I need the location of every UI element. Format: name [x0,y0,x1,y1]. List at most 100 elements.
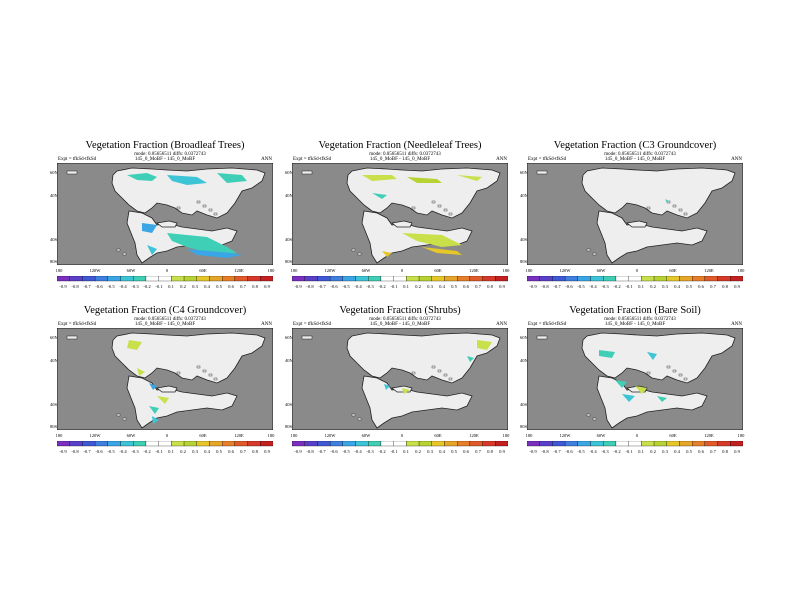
colorbar-tick-label: 0.6 [228,284,234,289]
colorbar-tick-label: -0.4 [354,284,362,289]
lon-label-180e: 180 [267,433,275,438]
colorbar-swatch [329,276,343,282]
colorbar-swatch [539,441,553,447]
colorbar-swatch [603,441,617,447]
lon-label-120e: 120E [704,433,714,438]
lat-label-60n: 60N [50,335,58,340]
colorbar-tick-label: 0.6 [698,449,704,454]
colorbar-swatch [552,276,566,282]
colorbar-swatch [692,276,706,282]
colorbar-tick-label: -0.5 [577,284,585,289]
lon-label-120e: 120E [234,268,244,273]
lon-label-180e: 180 [737,433,745,438]
lon-label-60w: 60W [596,268,606,273]
colorbar-tick-label: 0.5 [451,284,457,289]
colorbar-swatch [692,441,706,447]
lon-label-120w: 120W [89,268,101,273]
colorbar-swatch [368,441,382,447]
lat-label-40s: 40S [520,237,528,242]
panel-subline: mode: 0.05656511 diffs: 0.0372743 [134,317,206,322]
colorbar-swatch [304,276,318,282]
colorbar-swatch [628,441,642,447]
colorbar: -0.9 -0.8 -0.7 -0.6 -0.5 -0.4 -0.3 -0.2 -0.1 0.1 0… [57,276,273,289]
colorbar-tick-label: -0.1 [155,284,163,289]
colorbar-tick-label: 0.8 [487,284,493,289]
map-panel-c4-groundcover: Vegetation Fraction (C4 Groundcover) mod… [50,305,280,475]
panel-run: 145_0_MoBF - 145_0_MoBF [604,157,666,162]
anomaly-patches [362,175,482,257]
colorbar-swatch [704,276,718,282]
colorbar-swatch [469,276,483,282]
panel-title: Vegetation Fraction (C4 Groundcover) [83,305,247,316]
colorbar-tick-label: 0.2 [180,284,186,289]
colorbar-swatch [615,441,629,447]
colorbar-swatch [679,276,693,282]
colorbar-tick-label: 0.7 [475,284,481,289]
map-panel-c3-groundcover: Vegetation Fraction (C3 Groundcover) mod… [520,140,750,310]
colorbar-tick-label: -0.6 [330,449,338,454]
colorbar-swatch [717,276,731,282]
lon-label-60w: 60W [126,433,136,438]
lat-label-60n: 60N [285,170,293,175]
colorbar-tick-label: -0.6 [95,284,103,289]
colorbar-tick-label: 0.6 [698,284,704,289]
colorbar-swatch [380,276,394,282]
colorbar-tick-label: 0.1 [168,449,174,454]
colorbar-tick-label: 0.4 [439,284,445,289]
colorbar-tick-label: 0.7 [240,449,246,454]
lat-label-40n: 40N [285,358,293,363]
colorbar-tick-label: -0.7 [553,284,561,289]
colorbar-tick-label: 0.8 [722,284,728,289]
colorbar-swatch [329,441,343,447]
colorbar-swatch [304,441,318,447]
panel-expt: Expt = tfkSd-tfkSd [528,157,567,162]
colorbar-tick-label: 0.7 [710,284,716,289]
colorbar-swatch [628,276,642,282]
map-panel-broadleaf: Vegetation Fraction (Broadleaf Trees) mo… [50,140,280,310]
colorbar-swatch [342,441,356,447]
colorbar-tick-label: -0.7 [318,284,326,289]
colorbar-tick-label: 0.9 [499,449,505,454]
lon-label-120w: 120W [559,433,571,438]
lon-label-180e: 180 [267,268,275,273]
colorbar-swatch [539,276,553,282]
panel-run: 145_0_MoBF - 145_0_MoBF [134,322,196,327]
colorbar-tick-label: -0.2 [378,449,386,454]
lat-label-60n: 60N [285,335,293,340]
colorbar-tick-label: -0.5 [577,449,585,454]
panel-period: ANN [261,322,272,327]
colorbar-tick-label: 0.1 [168,284,174,289]
colorbar-swatch [355,441,369,447]
colorbar-tick-label: 0.5 [216,284,222,289]
colorbar-swatch [666,276,680,282]
colorbar-swatch [482,441,496,447]
colorbar-tick-label: 0.3 [192,449,198,454]
colorbar-tick-label: -0.8 [71,449,79,454]
panel-subline: mode: 0.05656511 diffs: 0.0372743 [134,152,206,157]
colorbar-swatch [107,276,121,282]
panel-period: ANN [261,157,272,162]
map-panel-needleleaf: Vegetation Fraction (Needleleaf Trees) m… [285,140,515,310]
colorbar-swatch [69,276,83,282]
lat-label-40s: 40S [285,402,293,407]
colorbar-tick-label: 0.2 [650,449,656,454]
colorbar-tick-label: -0.9 [59,449,67,454]
lat-label-40s: 40S [285,237,293,242]
colorbar-swatch [82,441,96,447]
colorbar-swatch [145,441,159,447]
vegetation-map [527,328,743,430]
colorbar-swatch [342,276,356,282]
panel-run: 145_0_MoBF - 145_0_MoBF [134,157,196,162]
lon-label-60w: 60W [361,268,371,273]
colorbar-swatch [495,276,508,282]
colorbar-tick-label: -0.4 [354,449,362,454]
colorbar-tick-label: -0.1 [155,449,163,454]
colorbar-swatch [679,441,693,447]
colorbar-swatch [552,441,566,447]
colorbar-swatch [120,441,134,447]
lon-label-0: 0 [635,433,639,438]
colorbar-swatch [69,441,83,447]
colorbar-swatch [393,276,407,282]
colorbar-swatch [133,276,147,282]
colorbar-tick-label: -0.2 [378,284,386,289]
